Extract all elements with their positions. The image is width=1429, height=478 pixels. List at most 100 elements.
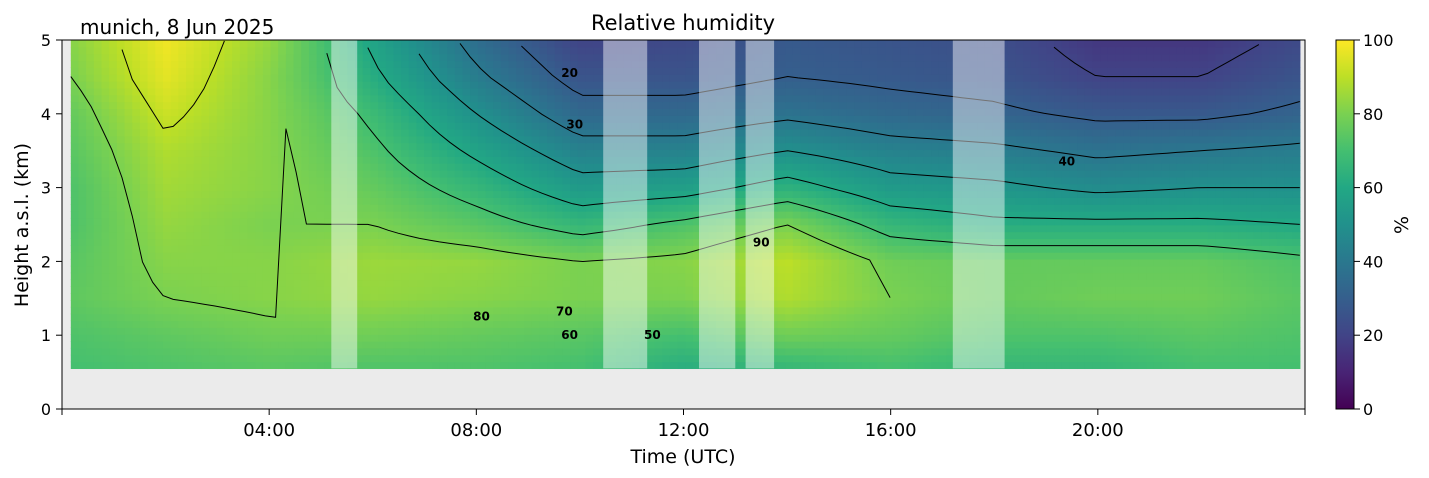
heatmap-cell bbox=[646, 313, 656, 322]
heatmap-cell bbox=[1038, 354, 1047, 363]
heatmap-cell bbox=[1284, 272, 1293, 281]
heatmap-cell bbox=[1084, 163, 1094, 171]
heatmap-cell bbox=[746, 197, 756, 205]
heatmap-cell bbox=[178, 279, 187, 287]
heatmap-cell bbox=[600, 279, 610, 287]
heatmap-cell bbox=[70, 211, 80, 219]
heatmap-cell bbox=[639, 293, 648, 301]
heatmap-cell bbox=[1069, 265, 1078, 274]
heatmap-cell bbox=[1061, 163, 1070, 171]
heatmap-cell bbox=[393, 341, 402, 349]
heatmap-cell bbox=[216, 224, 226, 233]
heatmap-cell bbox=[931, 313, 940, 322]
heatmap-cell bbox=[93, 149, 103, 157]
heatmap-cell bbox=[1153, 299, 1163, 308]
heatmap-cell bbox=[101, 279, 110, 287]
heatmap-cell bbox=[339, 286, 348, 294]
heatmap-cell bbox=[401, 258, 410, 267]
heatmap-cell bbox=[900, 211, 909, 219]
heatmap-cell bbox=[193, 258, 202, 267]
heatmap-cell bbox=[739, 224, 748, 233]
heatmap-cell bbox=[1176, 183, 1186, 192]
heatmap-cell bbox=[1092, 306, 1101, 315]
heatmap-cell bbox=[124, 156, 133, 164]
heatmap-cell bbox=[739, 170, 748, 178]
heatmap-cell bbox=[846, 334, 855, 342]
heatmap-cell bbox=[861, 258, 871, 267]
heatmap-cell bbox=[877, 334, 886, 342]
heatmap-cell bbox=[78, 190, 87, 198]
heatmap-cell bbox=[462, 320, 471, 328]
heatmap-cell bbox=[984, 354, 994, 363]
heatmap-cell bbox=[992, 334, 1001, 342]
heatmap-cell bbox=[201, 341, 210, 349]
heatmap-cell bbox=[362, 156, 371, 164]
heatmap-cell bbox=[347, 272, 356, 281]
heatmap-cell bbox=[1138, 176, 1147, 185]
heatmap-cell bbox=[101, 293, 110, 301]
heatmap-cell bbox=[201, 217, 210, 226]
heatmap-cell bbox=[1084, 252, 1094, 260]
heatmap-cell bbox=[516, 265, 525, 274]
heatmap-cell bbox=[316, 204, 325, 212]
heatmap-cell bbox=[692, 231, 702, 240]
heatmap-cell bbox=[485, 272, 494, 281]
heatmap-cell bbox=[831, 334, 840, 342]
heatmap-cell bbox=[285, 272, 295, 281]
heatmap-cell bbox=[454, 245, 464, 253]
heatmap-cell bbox=[285, 204, 295, 212]
heatmap-cell bbox=[439, 156, 448, 164]
heatmap-cell bbox=[500, 163, 510, 171]
heatmap-cell bbox=[854, 204, 863, 212]
heatmap-cell bbox=[854, 190, 863, 198]
heatmap-cell bbox=[908, 334, 917, 342]
heatmap-cell bbox=[355, 347, 364, 356]
heatmap-cell bbox=[800, 286, 809, 294]
heatmap-cell bbox=[424, 217, 433, 226]
heatmap-cell bbox=[324, 197, 333, 205]
heatmap-cell bbox=[1015, 231, 1024, 240]
heatmap-cell bbox=[1123, 354, 1132, 363]
heatmap-cell bbox=[1230, 272, 1239, 281]
heatmap-cell bbox=[293, 306, 302, 315]
heatmap-cell bbox=[1138, 272, 1147, 281]
heatmap-cell bbox=[255, 320, 264, 328]
heatmap-cell bbox=[823, 231, 832, 240]
heatmap-cell bbox=[723, 190, 732, 198]
heatmap-cell bbox=[470, 293, 479, 301]
heatmap-cell bbox=[1161, 224, 1170, 233]
heatmap-cell bbox=[1061, 286, 1070, 294]
heatmap-cell bbox=[984, 258, 994, 267]
heatmap-cell bbox=[262, 272, 272, 281]
heatmap-cell bbox=[700, 183, 709, 192]
heatmap-cell bbox=[1146, 204, 1155, 212]
heatmap-cell bbox=[109, 306, 118, 315]
heatmap-cell bbox=[201, 293, 210, 301]
heatmap-cell bbox=[385, 279, 395, 287]
heatmap-cell bbox=[285, 252, 295, 260]
heatmap-cell bbox=[1046, 252, 1055, 260]
heatmap-cell bbox=[201, 163, 210, 171]
heatmap-cell bbox=[331, 286, 341, 294]
heatmap-cell bbox=[1061, 217, 1070, 226]
heatmap-cell bbox=[1130, 293, 1140, 301]
heatmap-cell bbox=[516, 156, 525, 164]
heatmap-cell bbox=[961, 265, 971, 274]
heatmap-cell bbox=[109, 183, 118, 192]
heatmap-cell bbox=[485, 252, 494, 260]
heatmap-cell bbox=[454, 238, 464, 246]
heatmap-cell bbox=[739, 347, 748, 356]
heatmap-cell bbox=[477, 347, 487, 356]
heatmap-cell bbox=[139, 286, 149, 294]
heatmap-cell bbox=[431, 204, 441, 212]
heatmap-cell bbox=[162, 231, 172, 240]
heatmap-cell bbox=[915, 224, 925, 233]
heatmap-cell bbox=[431, 211, 441, 219]
heatmap-cell bbox=[1261, 361, 1270, 370]
heatmap-cell bbox=[762, 190, 771, 198]
heatmap-cell bbox=[308, 265, 318, 274]
heatmap-cell bbox=[639, 224, 648, 233]
heatmap-cell bbox=[155, 265, 164, 274]
heatmap-cell bbox=[623, 347, 633, 356]
heatmap-cell bbox=[1192, 238, 1201, 246]
